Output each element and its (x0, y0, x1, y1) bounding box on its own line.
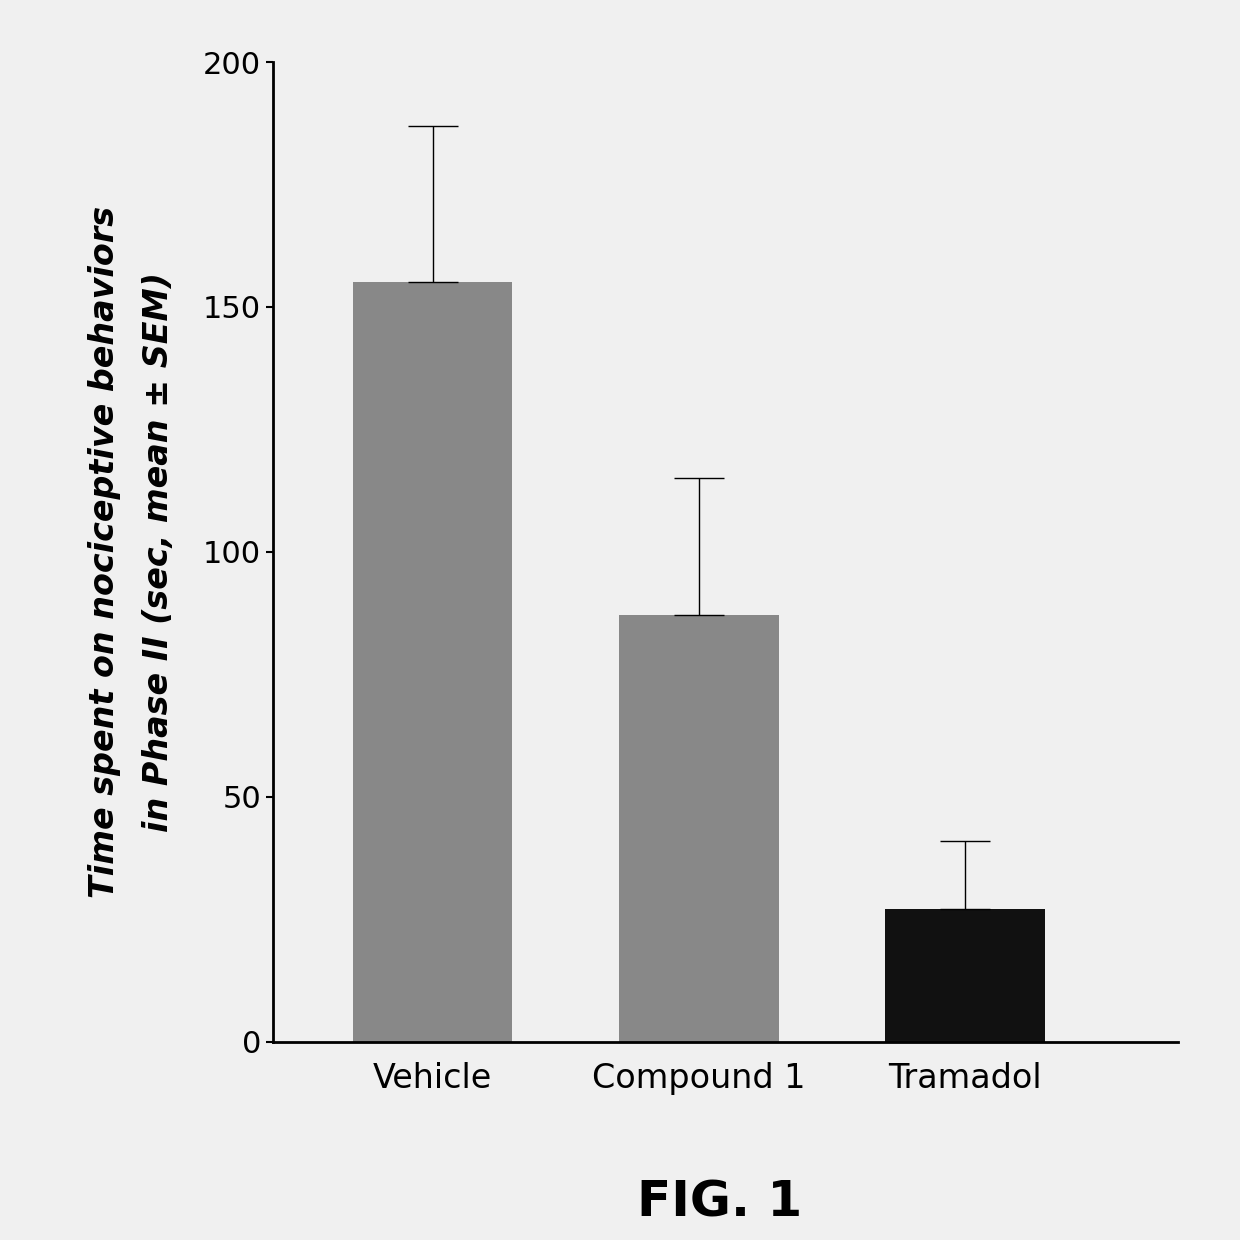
Bar (352, 283, 512, 1042)
Bar (619, 615, 779, 1042)
Text: FIG. 1: FIG. 1 (636, 1179, 802, 1226)
Y-axis label: Time spent on nociceptive behaviors
in Phase II (sec, mean ± SEM): Time spent on nociceptive behaviors in P… (88, 206, 175, 898)
Bar (885, 909, 1045, 1042)
